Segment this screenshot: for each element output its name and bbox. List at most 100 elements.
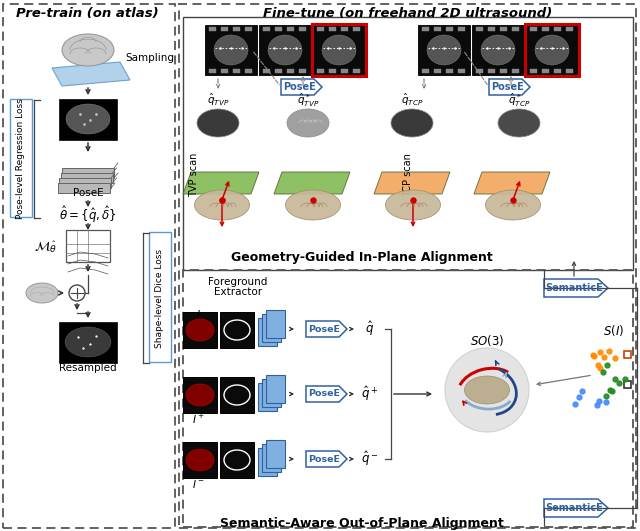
Bar xyxy=(220,377,254,413)
Bar xyxy=(263,27,270,31)
Polygon shape xyxy=(474,172,550,194)
Ellipse shape xyxy=(268,35,302,65)
Ellipse shape xyxy=(186,384,214,406)
Text: PoseE: PoseE xyxy=(308,324,340,333)
Ellipse shape xyxy=(287,109,329,137)
Text: SemanticE: SemanticE xyxy=(545,283,603,293)
Bar xyxy=(275,69,282,73)
Polygon shape xyxy=(59,178,111,188)
Polygon shape xyxy=(258,318,277,346)
Bar xyxy=(3,4,175,528)
Bar xyxy=(205,25,257,75)
Bar xyxy=(60,100,117,140)
Bar xyxy=(220,442,254,478)
Bar xyxy=(66,230,110,262)
Polygon shape xyxy=(306,451,347,467)
Text: Resampled: Resampled xyxy=(59,363,117,373)
Bar xyxy=(422,69,429,73)
Text: $\hat{q}^+$: $\hat{q}^+$ xyxy=(362,384,379,404)
Bar xyxy=(624,381,631,388)
Ellipse shape xyxy=(62,34,114,66)
Bar xyxy=(183,377,217,413)
Bar xyxy=(554,27,561,31)
Text: Pre-train (on atlas): Pre-train (on atlas) xyxy=(16,6,158,20)
Text: $S(I)$: $S(I)$ xyxy=(604,322,625,338)
Bar xyxy=(149,232,171,362)
Bar xyxy=(500,27,507,31)
Bar xyxy=(183,270,633,527)
Ellipse shape xyxy=(66,104,110,134)
Bar xyxy=(245,27,252,31)
Text: $\hat{q}^*_{TCP}$: $\hat{q}^*_{TCP}$ xyxy=(508,91,531,109)
Bar xyxy=(624,351,631,358)
Text: PoseE: PoseE xyxy=(308,455,340,464)
Ellipse shape xyxy=(69,285,85,301)
Ellipse shape xyxy=(285,190,340,220)
Bar xyxy=(183,442,217,478)
Text: Fine-tune (on freehand 2D ultrasound): Fine-tune (on freehand 2D ultrasound) xyxy=(264,6,552,20)
Polygon shape xyxy=(544,499,608,517)
Text: $SO(3)$: $SO(3)$ xyxy=(470,332,504,347)
Text: $I^-$: $I^-$ xyxy=(192,478,204,490)
Bar xyxy=(10,99,32,217)
Text: Shape-level Dice Loss: Shape-level Dice Loss xyxy=(156,249,164,347)
Bar xyxy=(542,69,549,73)
Polygon shape xyxy=(62,168,114,178)
Bar xyxy=(488,27,495,31)
Polygon shape xyxy=(58,183,109,193)
Bar xyxy=(221,69,228,73)
Polygon shape xyxy=(274,172,350,194)
Bar xyxy=(512,69,519,73)
Bar xyxy=(329,69,336,73)
Bar xyxy=(60,323,117,363)
Polygon shape xyxy=(281,79,322,95)
Text: PoseE: PoseE xyxy=(73,188,103,198)
Bar xyxy=(209,27,216,31)
Ellipse shape xyxy=(391,109,433,137)
Bar xyxy=(434,69,441,73)
Bar xyxy=(512,27,519,31)
Text: $I$: $I$ xyxy=(196,308,200,320)
Bar xyxy=(263,69,270,73)
Text: $\hat{q}^*_{TVP}$: $\hat{q}^*_{TVP}$ xyxy=(297,91,319,109)
Polygon shape xyxy=(183,172,259,194)
Bar xyxy=(446,27,453,31)
Bar xyxy=(476,69,483,73)
Polygon shape xyxy=(266,440,285,468)
Bar xyxy=(341,27,348,31)
Text: Geometry-Guided In-Plane Alignment: Geometry-Guided In-Plane Alignment xyxy=(231,252,493,264)
Bar xyxy=(353,27,360,31)
Ellipse shape xyxy=(186,319,214,341)
Polygon shape xyxy=(262,314,281,342)
Text: $\hat{q}^-$: $\hat{q}^-$ xyxy=(362,450,379,468)
Ellipse shape xyxy=(322,35,356,65)
Ellipse shape xyxy=(427,35,461,65)
Text: TCP scan: TCP scan xyxy=(403,153,413,197)
Ellipse shape xyxy=(465,376,509,404)
Bar xyxy=(312,24,366,76)
Text: $I^+$: $I^+$ xyxy=(192,413,204,425)
Polygon shape xyxy=(489,79,530,95)
Bar xyxy=(554,69,561,73)
Text: TVP scan: TVP scan xyxy=(189,153,199,197)
Bar xyxy=(542,27,549,31)
Bar xyxy=(526,25,578,75)
Text: Semantic-Aware Out-of-Plane Alignment: Semantic-Aware Out-of-Plane Alignment xyxy=(220,517,504,529)
Bar xyxy=(233,27,240,31)
Bar xyxy=(476,27,483,31)
Bar xyxy=(329,27,336,31)
Bar xyxy=(418,25,470,75)
Bar xyxy=(275,27,282,31)
Bar xyxy=(500,69,507,73)
Polygon shape xyxy=(266,310,285,338)
Bar xyxy=(179,4,636,528)
Bar xyxy=(566,69,573,73)
Ellipse shape xyxy=(26,283,58,303)
Text: PoseE: PoseE xyxy=(308,390,340,398)
Text: SemanticE: SemanticE xyxy=(545,503,603,513)
Bar xyxy=(472,25,524,75)
Circle shape xyxy=(445,348,529,432)
Polygon shape xyxy=(262,444,281,472)
Ellipse shape xyxy=(214,35,248,65)
Bar xyxy=(530,27,537,31)
